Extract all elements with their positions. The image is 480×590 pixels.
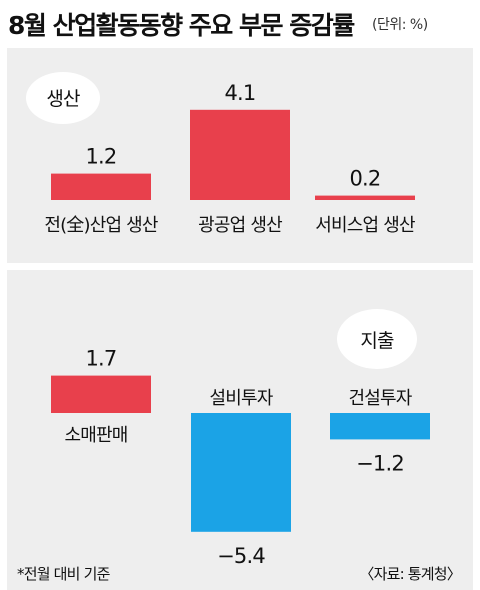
chart-title: 8월 산업활동동향 주요 부문 증감률 <box>8 11 355 40</box>
production-bar <box>315 195 415 200</box>
production-category-label: 전(全)산업 생산 <box>44 215 158 236</box>
production-badge-label: 생산 <box>46 88 80 110</box>
expenditure-panel: 지출 1.7 소매판매 −5.4 설비투자 −1.2 건설투자 *전월 대비 기준 〈자료:… <box>7 270 473 590</box>
production-badge <box>26 72 100 124</box>
expenditure-chart: 지출 1.7 소매판매 −5.4 설비투자 −1.2 건설투자 <box>51 309 430 568</box>
production-bar <box>190 109 290 200</box>
expenditure-bar <box>191 413 291 532</box>
production-value-label: 1.2 <box>86 145 117 169</box>
production-panel: 생산 1.2 전(全)산업 생산 4.1 광공업 생산 0.2 서비스업 생산 <box>7 48 473 263</box>
production-chart: 생산 1.2 전(全)산업 생산 4.1 광공업 생산 0.2 서비스업 생산 <box>26 72 416 236</box>
production-bar <box>51 173 151 200</box>
expenditure-value-label: −5.4 <box>217 544 265 568</box>
expenditure-category-label: 설비투자 <box>209 388 273 409</box>
expenditure-bar <box>51 375 151 413</box>
unit-label: (단위: %) <box>372 17 428 33</box>
production-category-label: 광공업 생산 <box>198 215 282 236</box>
production-value-label: 4.1 <box>225 81 256 105</box>
production-category-label: 서비스업 생산 <box>315 215 415 236</box>
expenditure-bar <box>330 413 430 440</box>
expenditure-value-label: −1.2 <box>356 451 404 475</box>
expenditure-badge <box>337 309 417 369</box>
expenditure-category-label: 건설투자 <box>348 388 412 409</box>
footnote: *전월 대비 기준 <box>17 565 110 583</box>
expenditure-badge-label: 지출 <box>360 330 394 352</box>
source-label: 〈자료: 통계청〉 <box>359 565 461 583</box>
expenditure-value-label: 1.7 <box>86 347 117 371</box>
production-value-label: 0.2 <box>350 167 381 191</box>
expenditure-category-label: 소매판매 <box>64 425 127 446</box>
